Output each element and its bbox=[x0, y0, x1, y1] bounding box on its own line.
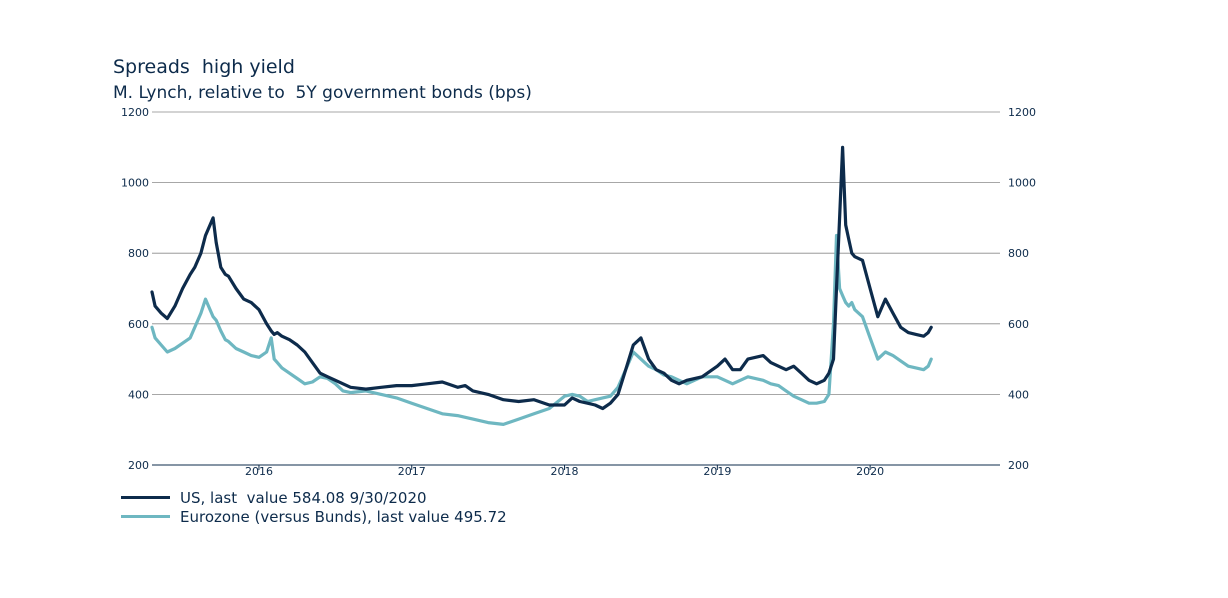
y-tick-right-1000: 1000 bbox=[1008, 177, 1036, 190]
y-tick-left-400: 400 bbox=[128, 388, 149, 401]
y-tick-right-1200: 1200 bbox=[1008, 106, 1036, 119]
chart-title: Spreads high yield bbox=[113, 56, 295, 78]
legend-swatch-us bbox=[121, 496, 170, 499]
y-tick-left-1200: 1200 bbox=[121, 106, 149, 119]
y-tick-right-600: 600 bbox=[1008, 318, 1029, 331]
series-line-us bbox=[150, 145, 933, 411]
legend: US, last value 584.08 9/30/2020 Eurozone… bbox=[121, 488, 507, 526]
legend-item-eurozone: Eurozone (versus Bunds), last value 495.… bbox=[121, 507, 507, 526]
legend-swatch-eurozone bbox=[121, 515, 170, 518]
legend-label-us: US, last value 584.08 9/30/2020 bbox=[180, 488, 427, 507]
legend-item-us: US, last value 584.08 9/30/2020 bbox=[121, 488, 507, 507]
y-tick-left-600: 600 bbox=[128, 318, 149, 331]
x-tick-2019: 2019 bbox=[703, 465, 731, 478]
x-tick-2017: 2017 bbox=[398, 465, 426, 478]
y-tick-left-200: 200 bbox=[128, 459, 149, 472]
y-tick-left-800: 800 bbox=[128, 247, 149, 260]
y-tick-right-800: 800 bbox=[1008, 247, 1029, 260]
y-tick-right-200: 200 bbox=[1008, 459, 1029, 472]
legend-label-eurozone: Eurozone (versus Bunds), last value 495.… bbox=[180, 507, 507, 526]
x-tick-2016: 2016 bbox=[245, 465, 273, 478]
y-tick-right-400: 400 bbox=[1008, 388, 1029, 401]
y-tick-left-1000: 1000 bbox=[121, 177, 149, 190]
x-tick-2020: 2020 bbox=[856, 465, 884, 478]
chart-subtitle: M. Lynch, relative to 5Y government bond… bbox=[113, 83, 532, 103]
x-tick-2018: 2018 bbox=[551, 465, 579, 478]
